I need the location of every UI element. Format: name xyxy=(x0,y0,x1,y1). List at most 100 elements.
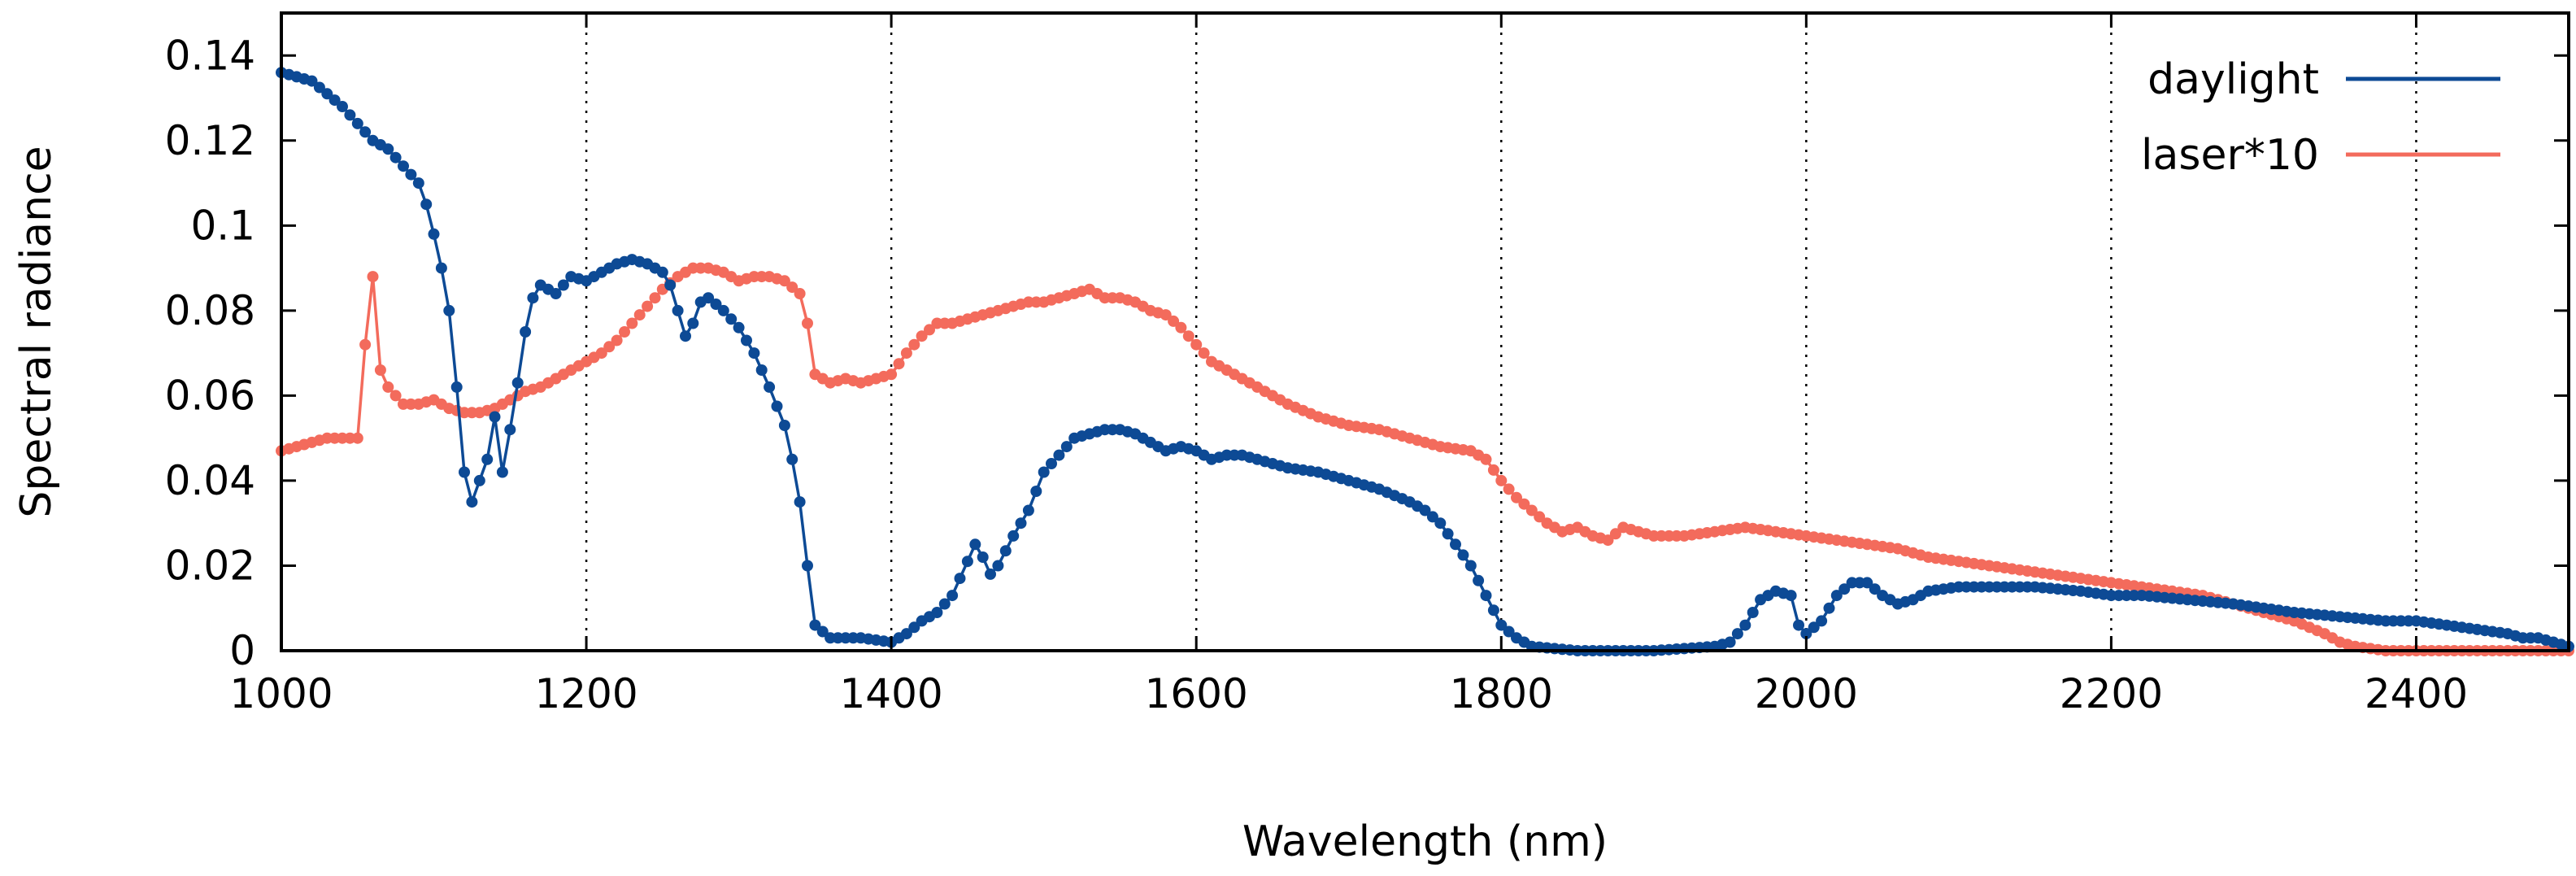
data-point xyxy=(329,94,341,107)
x-tick-label: 2400 xyxy=(2365,670,2468,717)
data-point xyxy=(633,309,646,321)
data-point xyxy=(443,304,455,316)
data-point xyxy=(1830,590,1843,602)
data-point xyxy=(680,330,691,342)
data-point xyxy=(1182,330,1194,342)
data-point xyxy=(1861,577,1873,589)
data-point xyxy=(1739,619,1751,631)
data-point xyxy=(687,317,699,329)
data-point xyxy=(741,334,752,346)
data-point xyxy=(900,628,912,640)
data-point xyxy=(778,420,790,431)
data-point xyxy=(527,292,539,304)
data-point xyxy=(412,177,424,190)
data-point xyxy=(961,556,973,568)
data-point xyxy=(733,321,745,333)
data-point xyxy=(389,151,402,163)
data-point xyxy=(1487,604,1499,617)
data-point xyxy=(1190,338,1203,351)
data-point xyxy=(900,347,912,360)
x-tick-label: 1600 xyxy=(1145,670,1248,717)
y-tick-label: 0.12 xyxy=(165,117,255,164)
y-tick-label: 0.14 xyxy=(165,32,255,79)
data-point xyxy=(649,292,661,304)
axis-ticks: 1000 1200 1400 1600 1800 2000 2200 2400 0 0.02 0.0… xyxy=(165,13,2569,717)
data-point xyxy=(496,466,508,478)
data-point xyxy=(794,288,806,299)
data-point xyxy=(1731,628,1743,640)
data-point xyxy=(703,292,715,304)
data-point xyxy=(557,279,569,291)
data-point xyxy=(1747,607,1759,618)
data-point xyxy=(1609,528,1621,540)
data-point xyxy=(321,88,333,100)
data-point xyxy=(1503,483,1515,495)
data-point xyxy=(954,573,966,585)
data-point xyxy=(755,364,768,376)
data-point xyxy=(1518,498,1530,510)
data-point xyxy=(778,275,790,287)
series-daylight xyxy=(276,67,2574,656)
data-point xyxy=(1053,449,1065,461)
y-tick-label: 0.1 xyxy=(190,202,255,249)
data-point xyxy=(748,347,760,360)
data-point xyxy=(802,317,813,329)
data-point xyxy=(664,279,677,291)
data-point xyxy=(398,160,409,172)
data-point xyxy=(999,545,1012,557)
data-point xyxy=(489,411,501,423)
y-tick-label: 0.08 xyxy=(165,287,255,334)
data-point xyxy=(306,75,318,87)
data-point xyxy=(504,424,516,436)
x-tick-label: 1000 xyxy=(229,670,333,717)
data-point xyxy=(908,621,920,634)
data-point xyxy=(924,324,935,336)
data-point xyxy=(351,117,363,129)
data-point xyxy=(1823,602,1835,614)
data-point xyxy=(886,368,898,381)
data-point xyxy=(1816,615,1828,627)
data-point xyxy=(619,326,630,338)
data-point xyxy=(466,496,478,508)
data-point xyxy=(786,453,798,465)
data-point xyxy=(1869,583,1881,595)
data-point xyxy=(1724,636,1736,648)
data-point xyxy=(1473,574,1485,586)
data-point xyxy=(428,228,440,240)
data-point xyxy=(809,619,821,631)
data-point xyxy=(1785,590,1797,602)
data-point xyxy=(1602,534,1614,547)
data-point xyxy=(313,81,325,94)
data-point xyxy=(1800,628,1812,640)
y-tick-label: 0 xyxy=(229,627,255,674)
data-series xyxy=(276,67,2574,656)
data-point xyxy=(908,338,920,351)
data-point xyxy=(1426,511,1438,523)
data-point xyxy=(473,474,485,486)
data-point xyxy=(802,560,813,572)
data-point xyxy=(1480,590,1492,602)
data-point xyxy=(1419,504,1431,516)
data-point xyxy=(382,143,394,155)
data-point xyxy=(374,364,386,376)
data-point xyxy=(1808,621,1820,634)
data-point xyxy=(1038,466,1050,478)
data-point xyxy=(1487,464,1499,476)
y-tick-label: 0.06 xyxy=(165,372,255,419)
data-point xyxy=(1511,491,1522,503)
data-point xyxy=(1046,458,1057,469)
data-point xyxy=(337,101,348,112)
data-point xyxy=(771,400,783,412)
data-point xyxy=(603,341,616,353)
data-point xyxy=(1168,315,1180,327)
data-point xyxy=(611,334,623,346)
data-point xyxy=(1495,619,1508,631)
legend-label: laser*10 xyxy=(2141,131,2319,180)
data-point xyxy=(786,281,798,294)
data-point xyxy=(1793,619,1804,631)
data-point xyxy=(1525,504,1538,516)
data-point xyxy=(351,432,363,444)
data-point xyxy=(459,466,470,478)
data-point xyxy=(1838,583,1851,595)
